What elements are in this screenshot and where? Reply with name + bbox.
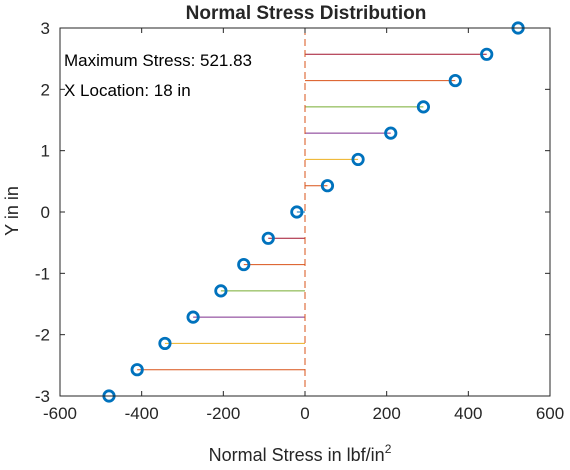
stem-marker — [416, 100, 431, 114]
stem-marker — [384, 126, 398, 140]
x-axis-label-superscript: 2 — [385, 442, 392, 456]
stem-marker — [237, 257, 251, 272]
y-tick-label: -3 — [35, 387, 50, 406]
x-tick-label: 200 — [372, 404, 400, 423]
x-tick-label: -400 — [125, 404, 159, 423]
y-tick-label: -2 — [35, 326, 50, 345]
stem-marker — [448, 73, 462, 88]
y-tick-label: 3 — [41, 19, 50, 38]
x-tick-label: 400 — [454, 404, 482, 423]
stem-marker — [261, 231, 275, 245]
stem-marker — [351, 152, 365, 167]
x-tick-label: 0 — [300, 404, 309, 423]
markers-layer — [102, 21, 525, 403]
stem-marker — [290, 205, 304, 219]
stem-marker — [214, 284, 228, 298]
x-axis-label: Normal Stress in lbf/in2 — [209, 442, 392, 465]
x-axis-label-text: Normal Stress in lbf/in — [209, 445, 385, 465]
annotation-layer: Maximum Stress: 521.83 X Location: 18 in — [64, 51, 252, 100]
y-tick-label: -1 — [35, 264, 50, 283]
x-tick-label: -200 — [206, 404, 240, 423]
y-tick-label: 1 — [41, 142, 50, 161]
y-tick-label: 2 — [41, 80, 50, 99]
y-tick-label: 0 — [41, 203, 50, 222]
ticks-layer: -600 -400 -200 0 200 400 600 -3 -2 -1 0 1 2 3 — [35, 19, 564, 423]
stem-marker — [320, 179, 335, 193]
x-location-annotation: X Location: 18 in — [64, 81, 191, 100]
stem-marker — [130, 363, 144, 377]
x-tick-label: 600 — [536, 404, 564, 423]
stem-marker — [158, 336, 172, 351]
x-tick-label: -600 — [43, 404, 77, 423]
stem-marker — [480, 47, 494, 61]
stem-marker — [186, 310, 200, 324]
max-stress-annotation: Maximum Stress: 521.83 — [64, 51, 252, 70]
y-axis-label: Y in in — [2, 186, 22, 236]
chart-title: Normal Stress Distribution — [186, 3, 427, 24]
